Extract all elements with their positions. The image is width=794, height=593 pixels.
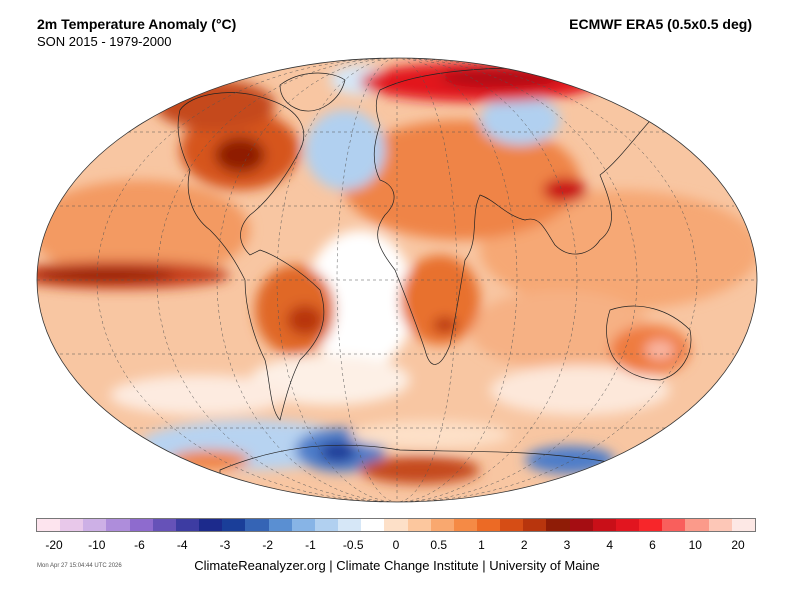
- color-swatch: [615, 519, 640, 531]
- color-swatch: [60, 519, 84, 531]
- color-swatch: [222, 519, 246, 531]
- color-swatch: [175, 519, 200, 531]
- tick-label: 2: [520, 538, 528, 552]
- tick-label: -4: [176, 538, 188, 552]
- color-swatch: [569, 519, 593, 531]
- tick-label: -3: [219, 538, 231, 552]
- color-swatch: [338, 519, 362, 531]
- color-swatch: [500, 519, 524, 531]
- color-swatch: [152, 519, 176, 531]
- color-swatch: [384, 519, 408, 531]
- tick-label: -6: [134, 538, 145, 552]
- color-swatch: [291, 519, 315, 531]
- color-swatch: [37, 519, 61, 531]
- generation-timestamp: Mon Apr 27 15:04:44 UTC 2026: [37, 563, 122, 569]
- color-swatch: [523, 519, 547, 531]
- credits-line: ClimateReanalyzer.org | Climate Change I…: [194, 558, 600, 573]
- color-swatch: [476, 519, 501, 531]
- color-swatch: [361, 519, 385, 531]
- color-scale-bar: [36, 518, 756, 532]
- globe-outline: [36, 57, 758, 503]
- color-swatch: [199, 519, 223, 531]
- color-swatch: [639, 519, 663, 531]
- color-swatch: [407, 519, 431, 531]
- color-swatch: [268, 519, 292, 531]
- color-scale-ticks: -20 -10 -6 -4 -3 -2 -1 -0.5 0 0.5 1 2 3 4 6 10 20: [36, 538, 756, 554]
- dataset-label: ECMWF ERA5 (0.5x0.5 deg): [569, 16, 752, 32]
- map-subtitle: SON 2015 - 1979-2000: [37, 34, 172, 49]
- tick-label: 0: [392, 538, 400, 552]
- color-swatch: [453, 519, 477, 531]
- map-svg: [36, 57, 758, 503]
- color-swatch: [592, 519, 616, 531]
- tick-label: -2: [262, 538, 274, 552]
- color-swatch: [662, 519, 686, 531]
- tick-label: -10: [88, 538, 106, 552]
- tick-label: 1: [478, 538, 485, 552]
- tick-label: 3: [563, 538, 571, 552]
- tick-label: 6: [649, 538, 656, 552]
- color-swatch: [731, 519, 755, 531]
- color-swatch: [83, 519, 107, 531]
- color-swatch: [708, 519, 732, 531]
- tick-label: 10: [688, 538, 702, 552]
- color-swatch: [106, 519, 130, 531]
- tick-label: 4: [606, 538, 614, 552]
- tick-label: -0.5: [342, 538, 364, 552]
- graticule: [37, 58, 757, 502]
- color-swatch: [314, 519, 339, 531]
- color-swatch: [245, 519, 269, 531]
- color-swatch: [546, 519, 570, 531]
- tick-label: 0.5: [430, 538, 448, 552]
- temperature-anomaly-map: [36, 57, 758, 503]
- map-title: 2m Temperature Anomaly (°C): [37, 16, 237, 32]
- color-swatch: [129, 519, 153, 531]
- color-swatch: [430, 519, 454, 531]
- tick-label: 20: [731, 538, 745, 552]
- color-swatch: [685, 519, 709, 531]
- tick-label: -20: [45, 538, 63, 552]
- tick-label: -1: [305, 538, 316, 552]
